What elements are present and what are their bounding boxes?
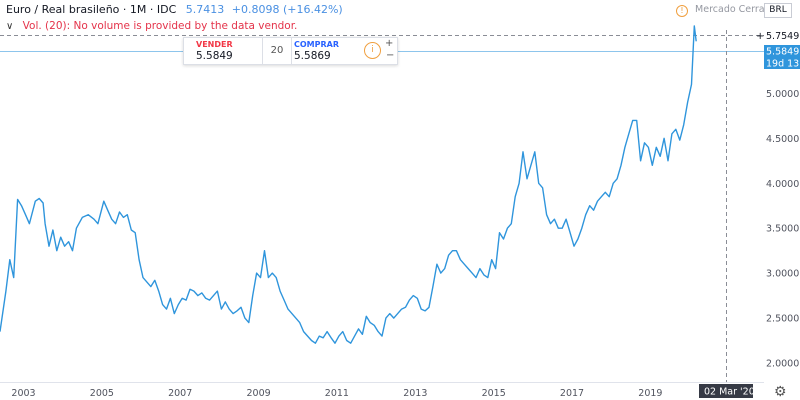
y-axis: 2.0000 2.5000 3.0000 3.5000 4.0000 4.5000 5.00… (766, 89, 799, 370)
y-tick-label: 5.0000 (766, 89, 799, 100)
info-icon[interactable]: i (364, 42, 381, 59)
last-price-label: 5.5849 (766, 47, 799, 58)
plus-icon[interactable]: + (756, 31, 764, 42)
y-tick-label: 4.0000 (766, 179, 799, 190)
y-tick-label: 2.0000 (766, 359, 799, 370)
market-status[interactable]: ! Mercado Cerrado (676, 4, 776, 17)
sell-label: VENDER (196, 40, 233, 49)
expand-plus-icon[interactable]: + (385, 38, 394, 49)
x-tick-label: 2019 (638, 388, 662, 399)
quantity-field[interactable]: 20 (262, 38, 292, 64)
sell-button[interactable]: VENDER 5.5849 (196, 40, 233, 62)
y-tick-label: 3.5000 (766, 224, 799, 235)
x-tick-label: 2011 (325, 388, 349, 399)
symbol-title: Euro / Real brasileño · 1M · IDC (6, 3, 177, 16)
currency-badge[interactable]: BRL (764, 3, 792, 18)
collapse-minus-icon[interactable]: − (386, 50, 395, 61)
change-value: +0.8098 (+16.42%) (231, 3, 343, 16)
x-tick-label: 2013 (403, 388, 427, 399)
chevron-down-icon[interactable]: ∨ (6, 21, 14, 32)
symbol-legend[interactable]: Euro / Real brasileño · 1M · IDC 5.7413 … (6, 3, 343, 16)
buy-button[interactable]: COMPRAR 5.5869 (294, 40, 339, 62)
price-series-line (0, 25, 697, 344)
x-tick-label: 2009 (247, 388, 271, 399)
y-tick-label: 2.5000 (766, 314, 799, 325)
high-price-tag: 5.7549 (764, 29, 800, 42)
last-value: 5.7413 (185, 3, 225, 16)
x-tick-label: 2003 (11, 388, 35, 399)
warning-icon: ! (676, 5, 688, 17)
x-tick-label: 2005 (90, 388, 114, 399)
volume-note: Vol. (20): No volume is provided by the … (22, 20, 298, 32)
x-tick-label: 2007 (168, 388, 192, 399)
x-axis: 200320052007200920112013201520172019202 (11, 388, 737, 399)
crosshair-date-label: 02 Mar '20 (704, 387, 755, 398)
high-price-label: 5.7549 (766, 31, 799, 42)
buy-price: 5.5869 (294, 50, 331, 62)
x-tick-label: 2017 (560, 388, 584, 399)
last-price-tag: 5.5849 19d 13h (764, 45, 800, 70)
trade-panel: VENDER 5.5849 20 COMPRAR 5.5869 i + − (183, 37, 398, 65)
countdown-label: 19d 13h (766, 59, 800, 70)
market-status-label: Mercado Cerrado (695, 4, 777, 15)
sell-price: 5.5849 (196, 50, 233, 62)
y-tick-label: 4.5000 (766, 134, 799, 145)
crosshair-date-tag: 02 Mar '20 (699, 384, 755, 398)
buy-label: COMPRAR (294, 40, 340, 49)
x-tick-label: 2015 (482, 388, 506, 399)
gear-icon[interactable]: ⚙ (774, 383, 787, 399)
volume-legend[interactable]: ∨ Vol. (20): No volume is provided by th… (6, 20, 297, 32)
y-tick-label: 3.0000 (766, 269, 799, 280)
